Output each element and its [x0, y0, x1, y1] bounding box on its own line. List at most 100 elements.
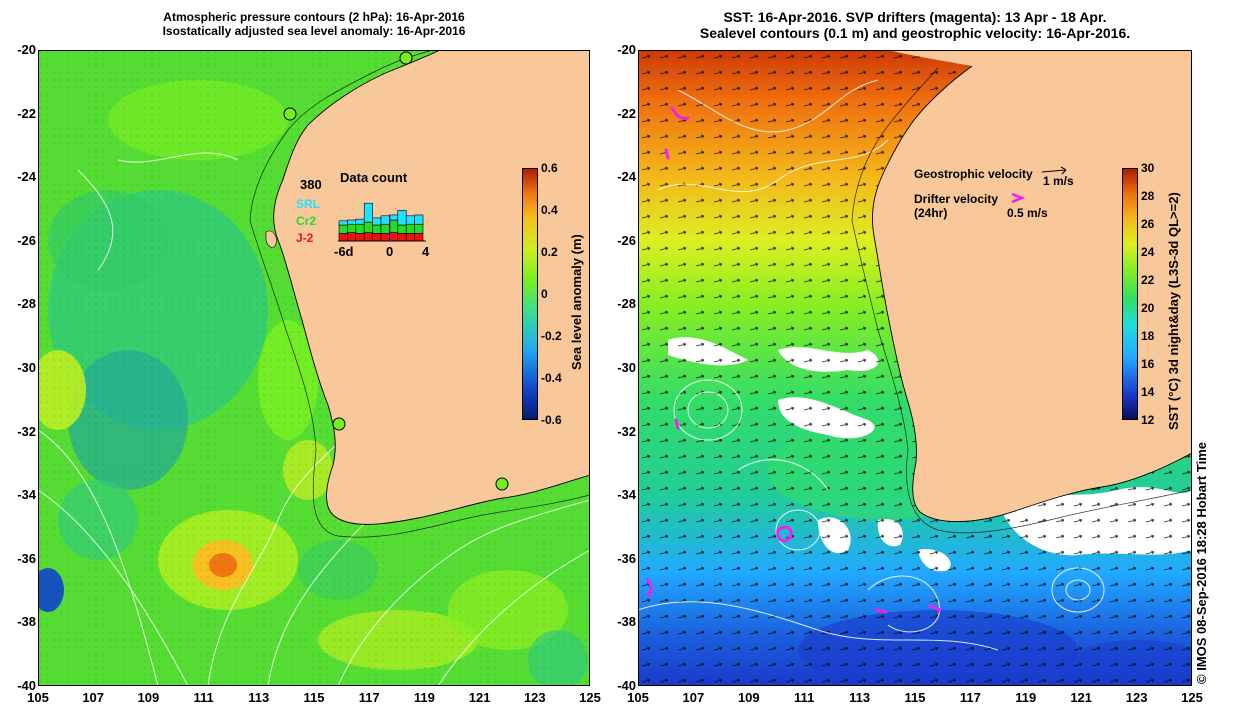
sst-colorbar-tick: 16 — [1141, 357, 1155, 371]
drifter-tracks — [646, 106, 942, 614]
coastline — [273, 50, 590, 525]
sla-colorbar-label: Sea level anomaly (m) — [569, 234, 584, 370]
lon-tick-left: 115 — [303, 690, 325, 705]
data-count-bar-srl — [414, 214, 424, 225]
data-count-bar-srl — [338, 220, 348, 226]
data-count-bar-j2 — [355, 233, 365, 242]
lat-tick-left: -32 — [17, 423, 36, 439]
lon-tick-left: 123 — [523, 690, 546, 705]
sla-colorbar-tick: 0.4 — [541, 203, 558, 217]
data-count-xtick-end: 4 — [422, 244, 430, 259]
lon-tick-left: 121 — [468, 690, 491, 705]
data-count-bar-j2 — [363, 232, 373, 242]
lon-tick-left: 111 — [193, 690, 214, 705]
sla-colorbar-tick: -0.4 — [541, 371, 562, 385]
coastline — [871, 65, 1192, 522]
sst-map — [638, 50, 1192, 686]
sst-colorbar — [1122, 168, 1138, 420]
sla-map — [38, 50, 590, 686]
lon-tick-right: 121 — [1070, 690, 1093, 705]
sla-colorbar-tick: 0.6 — [541, 161, 558, 175]
data-count-bar-j2 — [347, 232, 357, 242]
data-count-title: Data count — [340, 170, 408, 185]
data-count-bar-srl — [363, 202, 373, 223]
data-count-bar-j2 — [405, 233, 415, 242]
left-title-line1: Atmospheric pressure contours (2 hPa): 1… — [163, 10, 465, 24]
data-count-bar-cr2 — [363, 221, 373, 233]
data-count-bar-cr2 — [338, 224, 348, 234]
right-title-line2: Sealevel contours (0.1 m) and geostrophi… — [699, 25, 1131, 41]
sat-label-cr2: Cr2 — [296, 214, 317, 228]
data-count-bar-cr2 — [389, 219, 399, 233]
sla-colorbar-tick: -0.2 — [541, 329, 562, 343]
left-panel-title: Atmospheric pressure contours (2 hPa): 1… — [40, 10, 588, 38]
sst-colorbar-tick: 28 — [1141, 189, 1155, 203]
drifter-velocity-label: Drifter velocity — [914, 192, 999, 206]
lon-tick-left: 107 — [82, 690, 105, 705]
sst-colorbar-label: SST (°C) 3d night&day (L3S-3d QL>=2) — [1166, 192, 1181, 430]
data-count-inset — [338, 202, 426, 242]
lat-tick-right: -36 — [617, 550, 636, 566]
australia-land — [872, 50, 1192, 522]
sst-colorbar-tick: 14 — [1141, 385, 1155, 399]
data-count-bar-srl — [372, 217, 382, 226]
data-count-bar-j2 — [372, 233, 382, 242]
data-count-bar-srl — [380, 215, 390, 225]
lat-tick-left: -22 — [17, 105, 36, 121]
left-title-line2: Isostatically adjusted sea level anomaly… — [162, 24, 466, 38]
lat-tick-right: -20 — [617, 42, 636, 57]
sst-colorbar-tick: 12 — [1141, 413, 1155, 427]
data-count-bar-cr2 — [414, 223, 424, 234]
lon-tick-right: 111 — [794, 690, 815, 705]
lat-tick-right: -30 — [617, 360, 636, 375]
lat-tick-left: -30 — [17, 360, 36, 375]
sla-colorbar-tick: 0.2 — [541, 245, 558, 259]
lon-tick-left: 113 — [248, 690, 270, 705]
data-count-xtick-zero: 0 — [386, 244, 394, 259]
lat-tick-right: -32 — [617, 423, 636, 439]
lon-tick-left: 119 — [413, 690, 435, 705]
sla-colorbar — [522, 168, 538, 420]
data-count-bar-srl — [347, 219, 357, 225]
data-count-bar-srl — [355, 218, 365, 225]
sst-colorbar-tick: 26 — [1141, 217, 1155, 231]
data-count-bar-srl — [405, 215, 415, 225]
data-count-bar-cr2 — [372, 224, 382, 234]
lon-tick-right: 109 — [737, 690, 760, 705]
tide-gauge-markers — [283, 51, 509, 491]
australia-land — [273, 50, 590, 525]
lat-tick-left: -20 — [17, 42, 36, 57]
lon-tick-right: 119 — [1015, 690, 1037, 705]
sla-colorbar-tick: 0 — [541, 287, 548, 301]
data-count-bar-cr2 — [380, 223, 390, 234]
data-count-bar-cr2 — [405, 223, 415, 234]
lon-tick-left: 117 — [358, 690, 380, 705]
data-count-bar-cr2 — [347, 223, 357, 233]
data-count-bar-j2 — [397, 233, 407, 242]
sst-colorbar-tick: 24 — [1141, 245, 1155, 259]
data-count-bar-srl — [389, 214, 399, 221]
lat-tick-right: -22 — [617, 105, 636, 121]
lat-tick-left: -34 — [17, 487, 36, 503]
sealevel-contours — [638, 79, 1105, 651]
lat-tick-left: -36 — [17, 550, 36, 566]
sst-colorbar-tick: 20 — [1141, 301, 1155, 315]
lon-tick-left: 109 — [137, 690, 160, 705]
sst-colorbar-tick: 18 — [1141, 329, 1155, 343]
lon-tick-right: 105 — [627, 690, 649, 705]
sla-colorbar-tick: -0.6 — [541, 413, 562, 427]
right-panel-title: SST: 16-Apr-2016. SVP drifters (magenta)… — [640, 9, 1190, 41]
lat-tick-right: -26 — [617, 232, 636, 248]
drifter-velocity-sublabel: (24hr) — [914, 206, 948, 220]
data-count-xtick-start: -6d — [334, 244, 354, 259]
lon-tick-left: 125 — [579, 690, 601, 705]
lat-tick-left: -40 — [17, 678, 36, 693]
drifter-scale-label: 0.5 m/s — [1007, 206, 1048, 220]
data-count-bar-j2 — [338, 233, 348, 242]
sat-label-j2: J-2 — [296, 231, 314, 245]
copyright-text: © IMOS 08-Sep-2016 18:28 Hobart Time — [1194, 442, 1209, 684]
geostrophic-velocity-label: Geostrophic velocity — [914, 167, 1033, 181]
lon-tick-right: 123 — [1125, 690, 1148, 705]
lat-tick-right: -40 — [617, 678, 636, 693]
geostrophic-scale-arrow — [1041, 166, 1067, 175]
